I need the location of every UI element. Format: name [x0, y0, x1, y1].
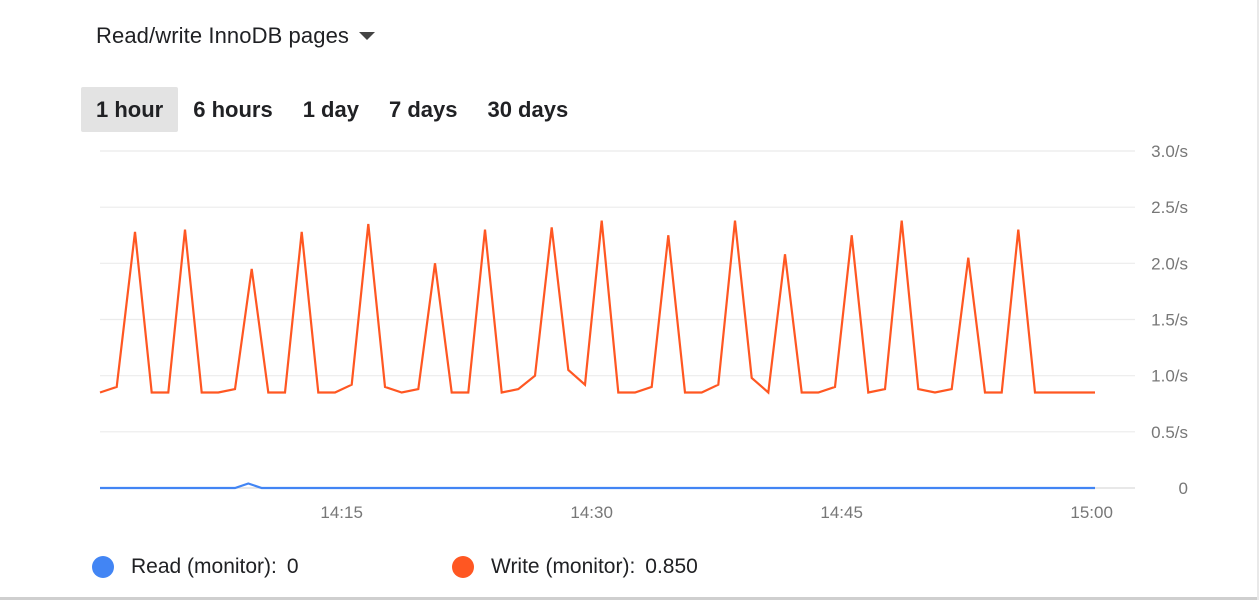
y-tick-label: 3.0/s — [1151, 142, 1188, 161]
y-tick-label: 0.5/s — [1151, 423, 1188, 442]
series-line-write — [99, 220, 1095, 395]
legend-read-value: 0 — [286, 555, 299, 578]
y-tick-label: 2.0/s — [1151, 254, 1188, 273]
tab-7-days[interactable]: 7 days — [388, 97, 458, 122]
x-tick-label: 14:30 — [570, 503, 613, 522]
tab-6-hours[interactable]: 6 hours — [193, 97, 273, 122]
legend-item-read[interactable]: Read (monitor): 0 — [92, 550, 299, 584]
line-chart[interactable]: 0 0.5/s 1.0/s 1.5/s 2.0/s 2.5/s 3.0/s 14:15 14:3… — [0, 130, 1259, 530]
y-tick-label: 2.5/s — [1151, 198, 1188, 217]
read-series-dot — [92, 556, 114, 578]
metric-title: Read/write InnoDB pages — [96, 23, 350, 48]
tab-1-hour[interactable]: 1 hour — [81, 87, 179, 132]
legend-item-write[interactable]: Write (monitor): 0.850 — [452, 550, 698, 584]
y-tick-label: 1.5/s — [1151, 311, 1188, 330]
y-tick-label: 0 — [1179, 479, 1188, 498]
time-range-tabs: 1 hour 6 hours 1 day 7 days 30 days — [81, 87, 583, 132]
caret-down-icon[interactable] — [359, 32, 376, 40]
tab-1-day[interactable]: 1 day — [302, 97, 359, 122]
right-divider — [1257, 0, 1259, 600]
x-tick-label: 15:00 — [1070, 503, 1113, 522]
x-tick-label: 14:45 — [820, 503, 863, 522]
legend-write-label: Write (monitor): — [491, 555, 636, 578]
bottom-divider — [0, 597, 1259, 600]
legend-read-label: Read (monitor): — [131, 555, 277, 578]
series-line-read — [100, 482, 1095, 490]
y-tick-label: 1.0/s — [1151, 367, 1188, 386]
write-series-dot — [452, 556, 474, 578]
metric-selector[interactable]: Read/write InnoDB pages — [96, 20, 376, 52]
tab-30-days[interactable]: 30 days — [487, 97, 569, 122]
x-tick-label: 14:15 — [320, 503, 363, 522]
legend-write-value: 0.850 — [645, 555, 698, 578]
